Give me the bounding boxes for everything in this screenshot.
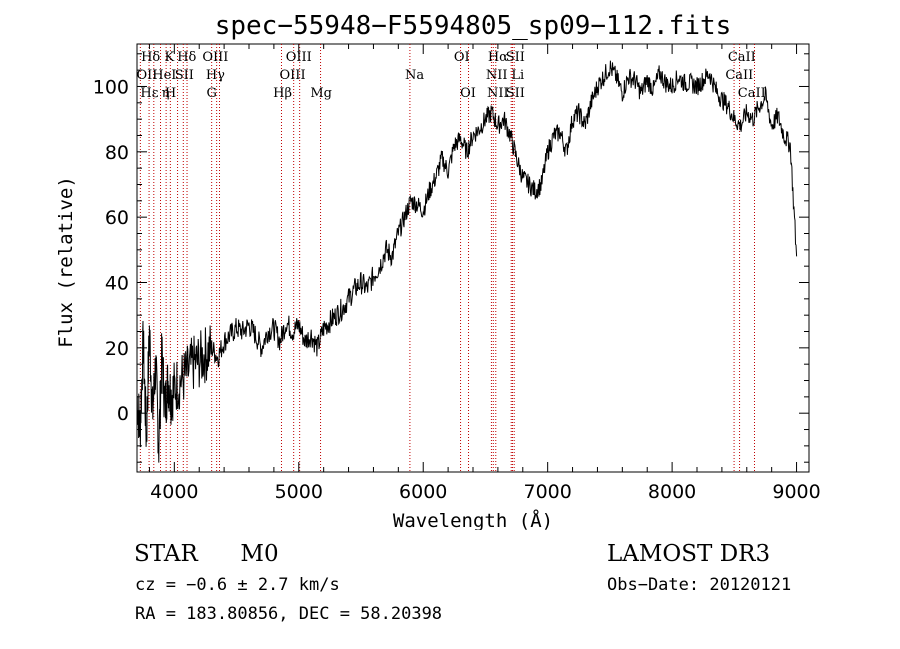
survey-name: LAMOST DR3 <box>607 541 771 567</box>
line-label: SII <box>506 50 525 65</box>
line-label: Hδ <box>141 50 160 65</box>
observation-date: Obs−Date: 20120121 <box>607 575 792 595</box>
line-label: Hε <box>140 86 158 101</box>
y-tick-label: 20 <box>105 338 129 360</box>
line-label: Hβ <box>273 86 292 101</box>
line-label: OI <box>454 50 470 65</box>
plot-frame <box>136 43 810 473</box>
spectral-subclass: M0 <box>240 541 279 567</box>
x-tick-label: 9000 <box>772 481 820 503</box>
y-tick-label: 0 <box>117 403 129 425</box>
line-label: K <box>164 50 174 65</box>
line-label: CaII <box>738 86 766 101</box>
y-tick-label: 100 <box>93 76 129 98</box>
line-label: CaII <box>728 50 756 65</box>
line-label: OII <box>136 68 157 83</box>
line-label: OIII <box>286 50 312 65</box>
line-label: OI <box>460 86 476 101</box>
x-tick-label: 7000 <box>523 481 571 503</box>
line-label: Hα <box>488 50 508 65</box>
x-tick-label: 6000 <box>399 481 447 503</box>
line-label: G <box>206 86 216 101</box>
x-tick-label: 5000 <box>275 481 323 503</box>
y-tick-label: 80 <box>105 142 129 164</box>
x-axis-label: Wavelength (Å) <box>393 509 553 530</box>
y-tick-label: 60 <box>105 207 129 229</box>
line-label: NII <box>487 86 509 101</box>
line-label: Li <box>511 68 524 83</box>
spectrum-line <box>136 60 798 463</box>
line-label: OIII <box>280 68 306 83</box>
y-tick-label: 40 <box>105 273 129 295</box>
x-tick-label: 8000 <box>648 481 696 503</box>
coordinates-readout: RA = 183.80856, DEC = 58.20398 <box>135 604 443 624</box>
x-tick-label: 4000 <box>150 481 198 503</box>
line-label: H <box>165 86 176 101</box>
line-label: NII <box>486 68 508 83</box>
y-axis-label: Flux (relative) <box>55 176 77 348</box>
line-label: Na <box>405 68 424 83</box>
line-label: SII <box>175 68 194 83</box>
spectrum-chart: spec−55948−F5594805_sp09−112.fits Hδ K Hδ O… <box>55 11 821 530</box>
line-label: SII <box>506 86 525 101</box>
line-label: η <box>162 86 170 101</box>
redshift-readout: cz = −0.6 ± 2.7 km/s <box>135 575 340 595</box>
line-label: Mg <box>310 86 332 101</box>
chart-title: spec−55948−F5594805_sp09−112.fits <box>215 11 732 41</box>
line-label: Hγ <box>206 68 225 83</box>
line-label: OIII <box>202 50 228 65</box>
object-type: STAR <box>134 541 198 567</box>
line-label: HeI <box>152 68 176 83</box>
emission-line-markers <box>139 44 755 472</box>
axis-ticks: 4000 5000 6000 7000 8000 9000 0 20 40 60 80 100 <box>93 44 821 503</box>
line-label: CaII <box>725 68 753 83</box>
line-label: Hδ <box>177 50 196 65</box>
